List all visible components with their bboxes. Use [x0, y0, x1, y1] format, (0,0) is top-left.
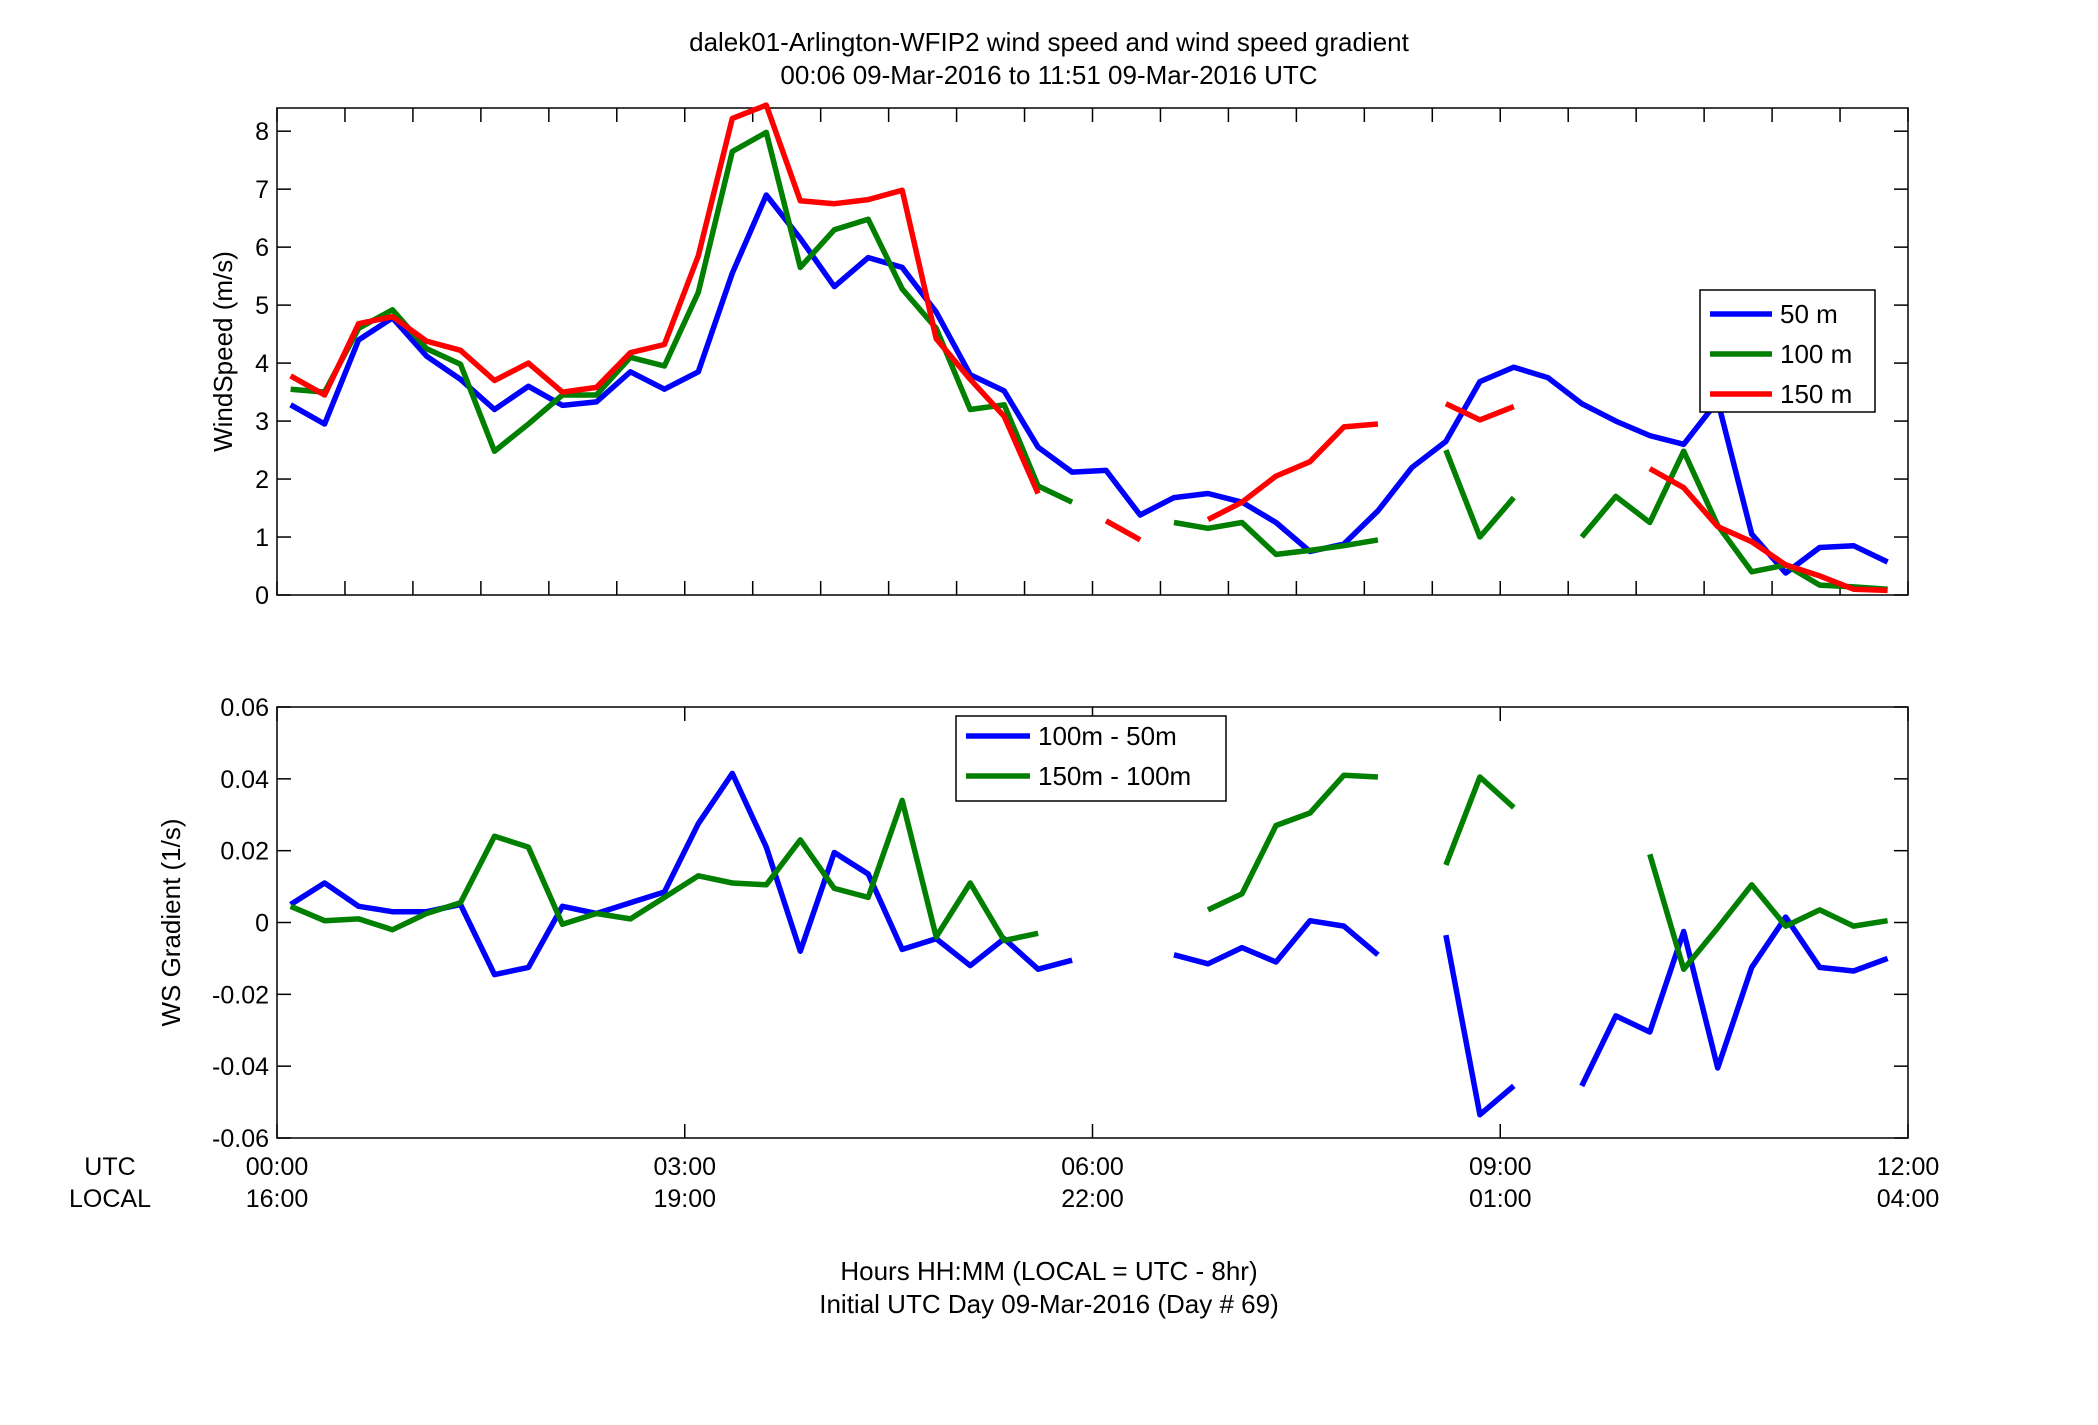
series-line: [1443, 774, 1516, 866]
y-tick-label: 5: [255, 292, 269, 320]
x-tick-label-utc: 06:00: [1061, 1153, 1124, 1181]
legend: 100m - 50m 150m - 100m: [955, 715, 1227, 802]
y-tick-label: 2: [255, 466, 269, 494]
y-axis-label: WindSpeed (m/s): [208, 251, 238, 452]
y-axis-label: WS Gradient (1/s): [156, 818, 186, 1026]
x-axis-sublabel: Initial UTC Day 09-Mar-2016 (Day # 69): [819, 1289, 1279, 1319]
y-tick-label: 0: [255, 582, 269, 610]
series-150m-100m: [289, 772, 1889, 972]
utc-row-label: UTC: [84, 1153, 135, 1181]
x-tick-label-utc: 03:00: [653, 1153, 716, 1181]
series-line: [289, 102, 1041, 495]
shared-x-axis: UTC LOCAL 00:00 16:00 03:00 19:00 06:00 22:00 09…: [69, 1153, 1939, 1213]
y-tick-label: 7: [255, 176, 269, 204]
series-line: [1648, 466, 1888, 594]
y-tick-label: 1: [255, 524, 269, 552]
series-line: [290, 129, 1074, 505]
y-tick-label: 0: [255, 910, 269, 938]
y-tick-label: 0.04: [220, 766, 269, 794]
y-tick-label: 0.02: [220, 838, 269, 866]
x-tick-label-local: 22:00: [1061, 1185, 1124, 1213]
series-line: [1443, 934, 1516, 1118]
legend: 50 m 100 m 150 m: [1699, 289, 1876, 413]
y-tick-label: -0.02: [212, 981, 269, 1009]
series-line: [289, 192, 1889, 576]
x-tick-label-local: 04:00: [1877, 1185, 1940, 1213]
series-150m: [289, 102, 1888, 594]
series-100m-50m: [289, 770, 1889, 1118]
series-line: [289, 797, 1039, 944]
x-axis-label: Hours HH:MM (LOCAL = UTC - 8hr): [840, 1256, 1257, 1286]
plot-frame: [276, 107, 1909, 596]
series-line: [1444, 401, 1515, 423]
y-tick-label: 8: [255, 118, 269, 146]
series-line: [1206, 772, 1379, 913]
legend-label: 50 m: [1780, 299, 1838, 329]
windspeed-panel: 0 1 2 3 4 5 6 7 8 WindSpeed (m/s) 50 m 100 m 150 m: [208, 102, 1909, 610]
series-line: [1173, 519, 1379, 558]
series-100m: [290, 129, 1888, 592]
legend-label: 100m - 50m: [1038, 721, 1177, 751]
x-tick-label-utc: 00:00: [246, 1153, 309, 1181]
series-50m: [289, 192, 1889, 576]
series-line: [289, 770, 1073, 978]
series-line: [1579, 914, 1889, 1088]
x-tick-label-local: 01:00: [1469, 1185, 1532, 1213]
local-row-label: LOCAL: [69, 1185, 151, 1213]
chart-title: dalek01-Arlington-WFIP2 wind speed and w…: [689, 27, 1410, 57]
y-tick-label: 0.06: [220, 694, 269, 722]
series-line: [1104, 518, 1142, 543]
x-tick-label-local: 19:00: [653, 1185, 716, 1213]
y-tick-label: -0.06: [212, 1125, 269, 1153]
x-tick-label-utc: 12:00: [1877, 1153, 1940, 1181]
x-tick-label-local: 16:00: [246, 1185, 309, 1213]
legend-label: 150m - 100m: [1038, 761, 1191, 791]
legend-label: 150 m: [1780, 379, 1852, 409]
series-line: [1443, 449, 1516, 540]
legend-box: [955, 715, 1227, 802]
series-line: [1647, 853, 1889, 972]
series-line: [1206, 421, 1379, 523]
y-tick-label: -0.04: [212, 1053, 269, 1081]
legend-label: 100 m: [1780, 339, 1852, 369]
series-line: [1173, 917, 1380, 967]
y-tick-label: 4: [255, 350, 269, 378]
y-tick-label: 6: [255, 234, 269, 262]
chart-subtitle: 00:06 09-Mar-2016 to 11:51 09-Mar-2016 U…: [780, 60, 1317, 90]
series-line: [1579, 448, 1888, 592]
x-tick-label-utc: 09:00: [1469, 1153, 1532, 1181]
y-tick-label: 3: [255, 408, 269, 436]
gradient-panel: -0.06 -0.04 -0.02 0 0.02 0.04 0.06 WS Gradient …: [156, 694, 1909, 1153]
